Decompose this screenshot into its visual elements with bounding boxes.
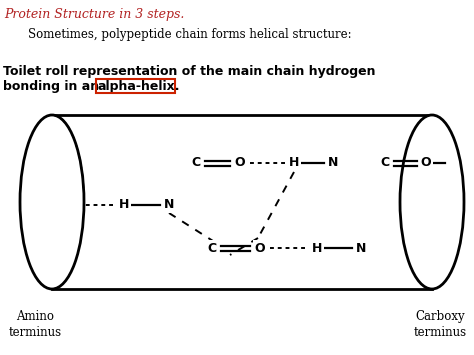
Text: C: C — [381, 157, 390, 169]
Text: O: O — [255, 241, 265, 255]
Text: Amino
terminus: Amino terminus — [9, 310, 62, 339]
Text: N: N — [164, 198, 174, 212]
Text: N: N — [356, 241, 366, 255]
Text: Carboxy
terminus: Carboxy terminus — [413, 310, 466, 339]
Text: C: C — [191, 157, 201, 169]
Bar — [96, 79, 175, 93]
Text: N: N — [328, 157, 338, 169]
Text: bonding in an: bonding in an — [3, 80, 103, 93]
Text: O: O — [235, 157, 246, 169]
Text: alpha-helix.: alpha-helix. — [98, 80, 181, 93]
Ellipse shape — [20, 115, 84, 289]
Text: Toilet roll representation of the main chain hydrogen: Toilet roll representation of the main c… — [3, 65, 375, 78]
Text: H: H — [119, 198, 129, 212]
Text: H: H — [289, 157, 299, 169]
Text: O: O — [421, 157, 431, 169]
Text: C: C — [208, 241, 217, 255]
Text: Protein Structure in 3 steps.: Protein Structure in 3 steps. — [4, 8, 184, 21]
Ellipse shape — [400, 115, 464, 289]
Text: H: H — [312, 241, 322, 255]
Bar — [52, 115, 432, 289]
Text: Sometimes, polypeptide chain forms helical structure:: Sometimes, polypeptide chain forms helic… — [28, 28, 352, 41]
